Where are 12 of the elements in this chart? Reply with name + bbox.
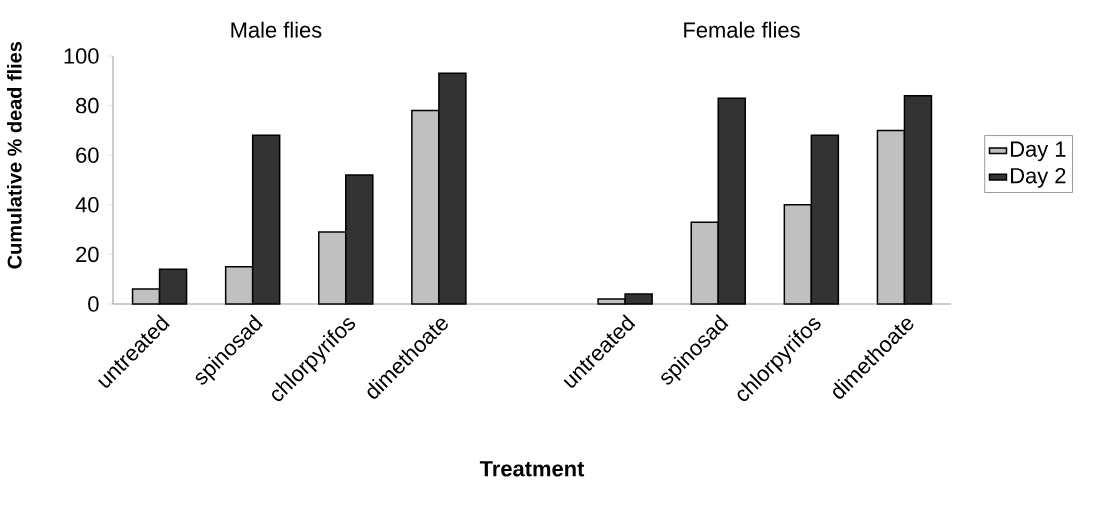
y-tick-label: 80 [76, 97, 99, 114]
y-axis-title: Cumulative % dead flies [7, 41, 22, 269]
legend-label: Day 1 [1011, 141, 1066, 162]
y-tick-label: 100 [64, 48, 99, 64]
y-tick-label: 20 [76, 246, 99, 263]
y-tick-label: 0 [88, 296, 99, 312]
text: Female flies [684, 21, 800, 38]
text: Male flies [231, 21, 322, 38]
x-axis-title: Treatment [479, 461, 585, 477]
legend-label: Day 2 [1011, 167, 1066, 188]
y-tick-label: 60 [76, 147, 99, 163]
y-tick-label: 40 [75, 197, 99, 213]
